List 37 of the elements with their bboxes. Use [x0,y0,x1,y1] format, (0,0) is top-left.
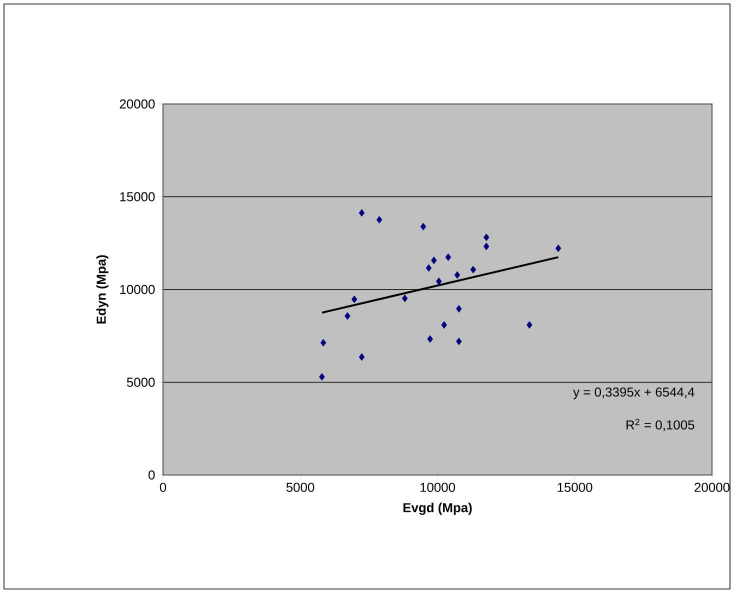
y-tick-label: 0 [148,470,155,480]
point [319,373,325,381]
point [320,338,326,347]
point [431,256,437,264]
y-axis-title: Edyn (Mpa) [96,255,108,324]
point [358,209,365,217]
x-tick-label: 15000 [558,482,592,492]
point [351,296,358,304]
point [555,244,562,252]
point [420,222,426,230]
point [358,353,365,361]
x-tick-label: 10000 [420,482,456,492]
annotation: R$^{2}$ = 0,1005 [626,418,694,432]
point [456,304,462,313]
y-tick-label: 10000 [120,284,155,294]
annotation: y = 0,3395x + 6544,4 [573,387,694,400]
point [427,335,433,343]
point [344,312,350,320]
x-tick-label: 20000 [694,482,730,492]
point [483,242,490,250]
point [426,264,432,272]
x-axis-title: Evgd (Mpa) [403,502,472,515]
point [454,271,460,279]
x-tick-label: 5000 [286,482,314,492]
point [483,234,490,242]
point [402,294,408,302]
y-tick-label: 20000 [120,99,155,109]
point [445,253,452,261]
point [470,266,476,274]
y-tick-label: 5000 [126,378,155,387]
point [441,321,447,329]
point [526,321,532,329]
point [436,278,442,286]
x-tick-label: 0 [160,482,166,492]
point [376,216,382,224]
y-tick-label: 15000 [120,192,155,202]
point [456,338,462,346]
